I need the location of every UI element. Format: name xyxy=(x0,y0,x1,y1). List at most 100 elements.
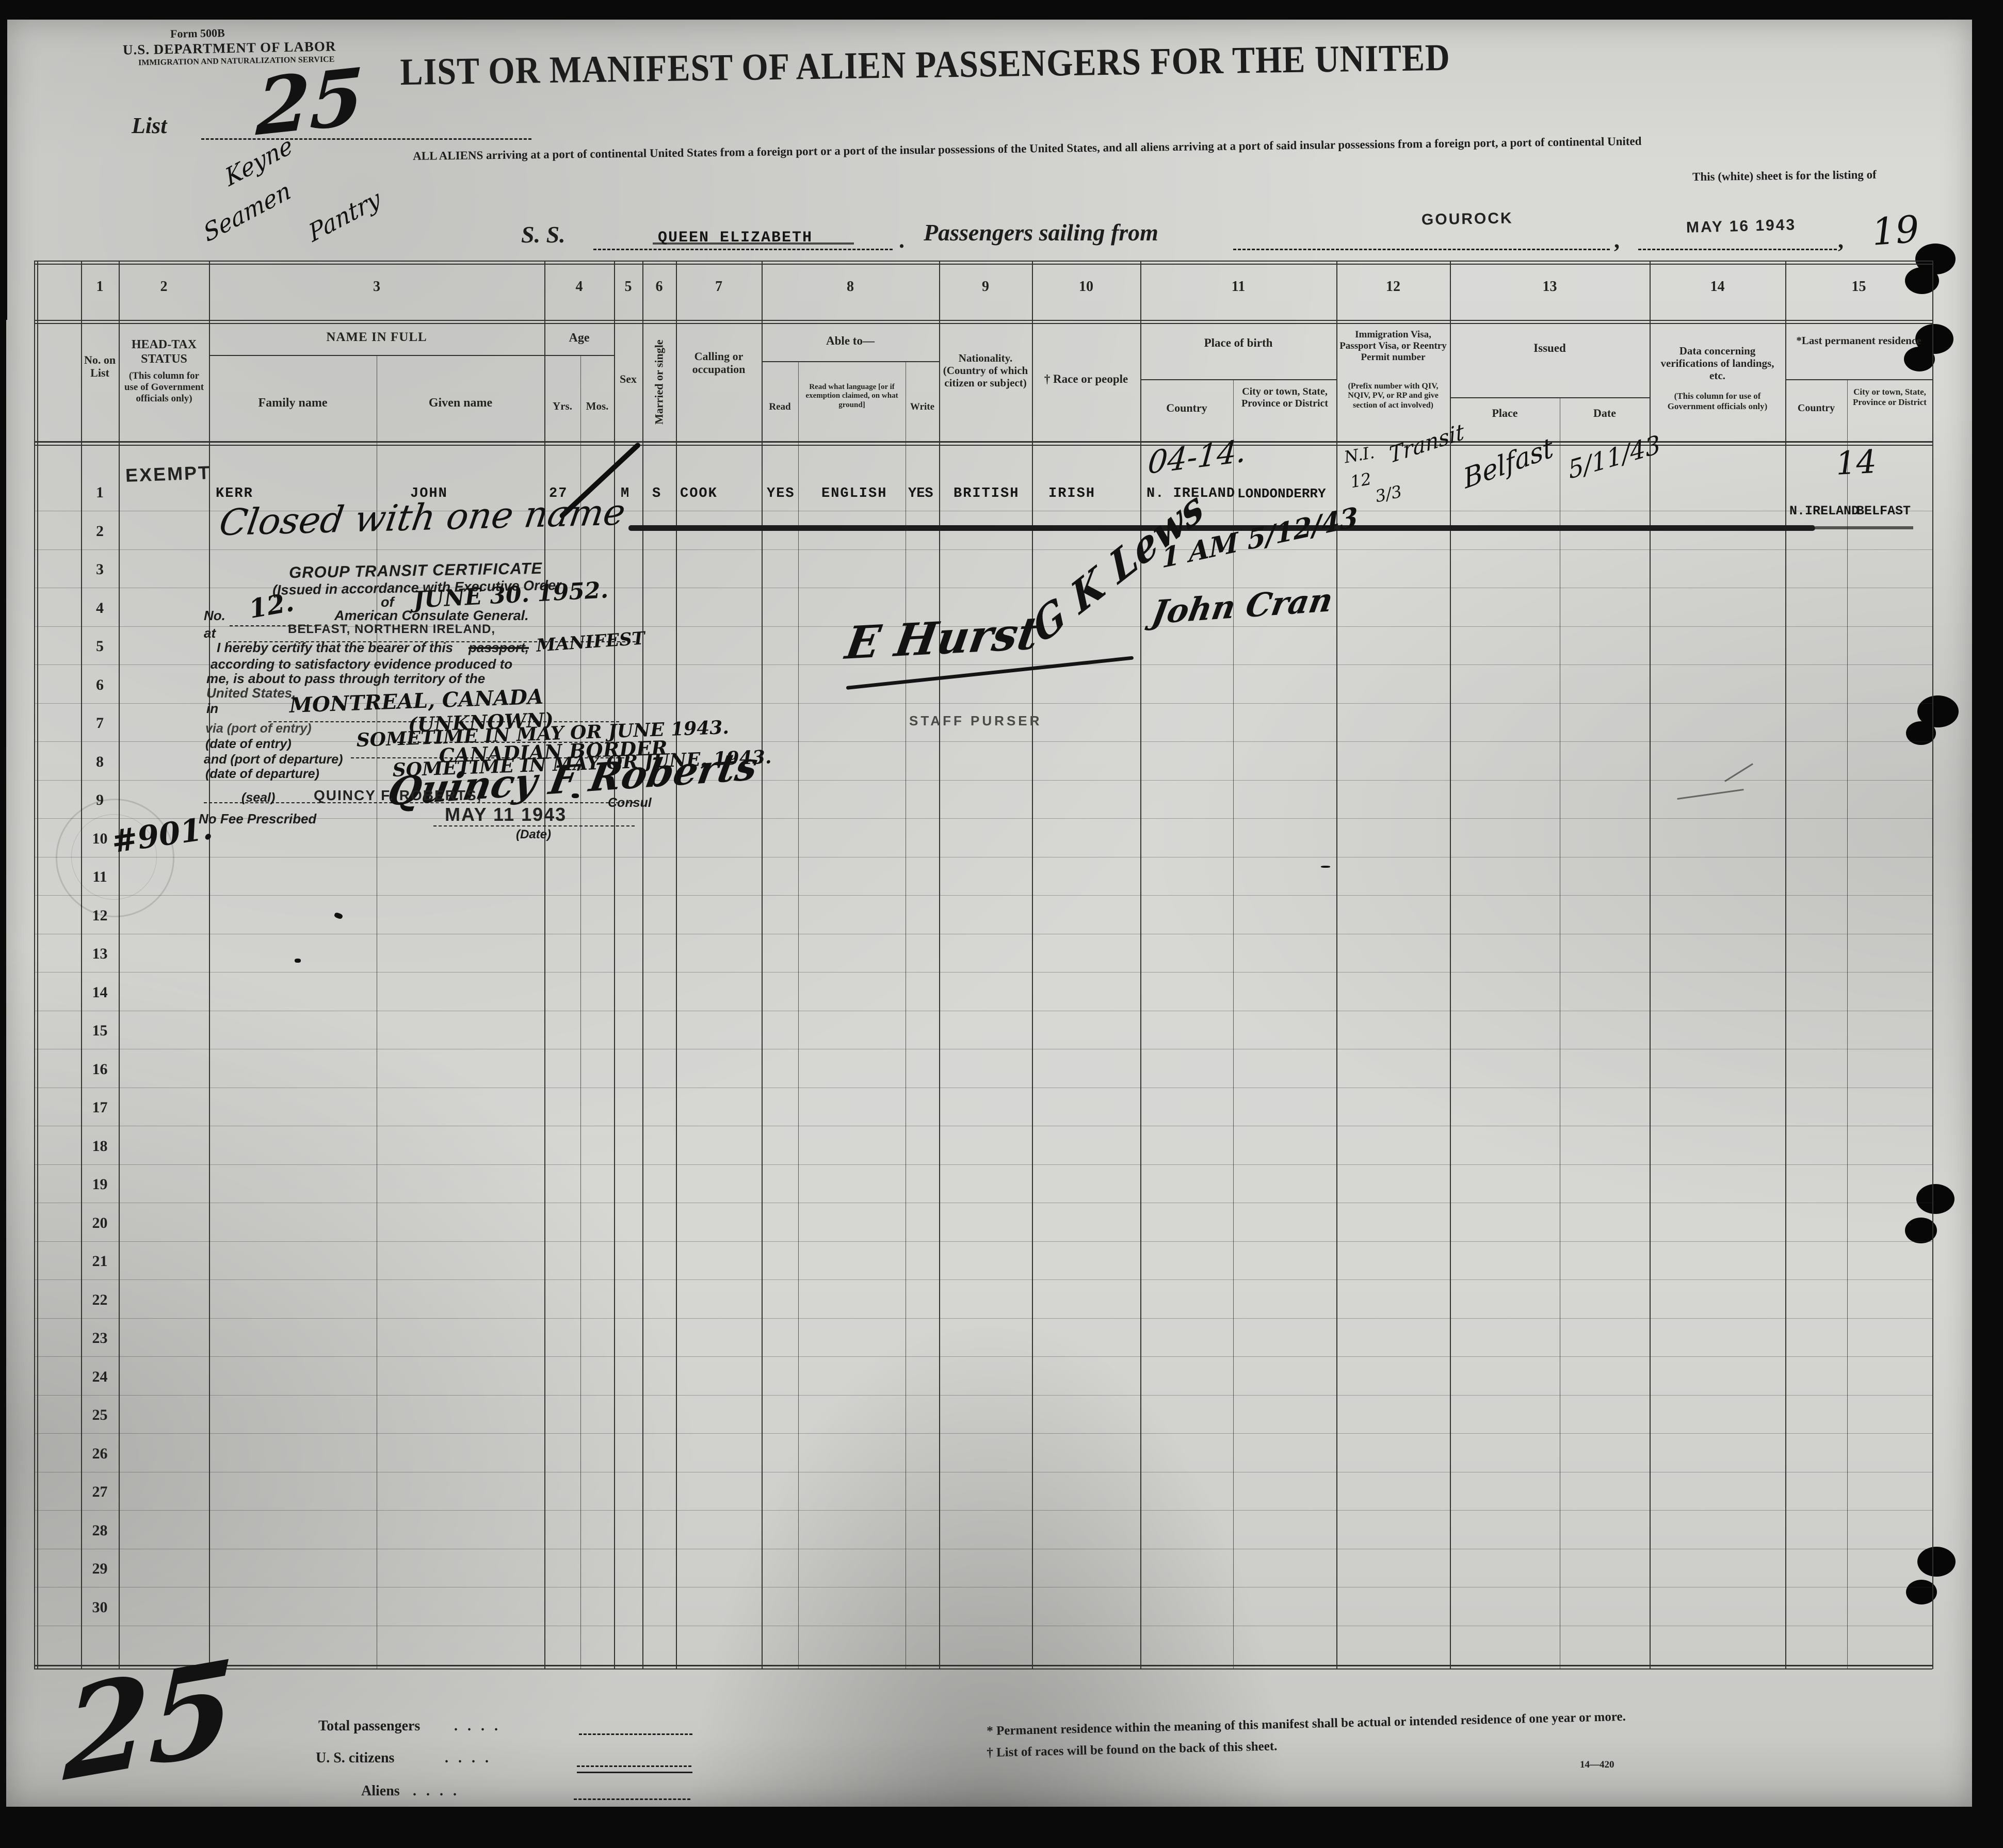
aliens-line xyxy=(574,1798,690,1800)
row1-head-tax-stamp: EXEMPT xyxy=(125,462,212,486)
certificate-no-line xyxy=(230,625,317,626)
table-rule xyxy=(34,261,1932,262)
row-number: 14 xyxy=(92,984,108,1001)
col-header-calling: Calling or occupation xyxy=(692,350,746,376)
col-number-1: 1 xyxy=(96,279,104,295)
faint-seal-inner xyxy=(71,814,157,900)
certificate-no-label: No. xyxy=(204,608,225,623)
row-number: 1 xyxy=(96,484,104,501)
row-separator xyxy=(34,703,1932,704)
table-rule xyxy=(614,261,615,1669)
certificate-via-line xyxy=(397,742,619,743)
row-number: 28 xyxy=(92,1522,108,1539)
row-number: 17 xyxy=(92,1099,108,1116)
row-number: 5 xyxy=(96,638,104,655)
col-header-last-residence: *Last permanent residence xyxy=(1796,334,1921,347)
punch-hole xyxy=(1906,1580,1937,1604)
total-passengers-leader: . . . . xyxy=(454,1718,501,1734)
punch-hole xyxy=(1904,347,1935,371)
row1-residence-city: BELFAST xyxy=(1856,504,1911,518)
scan-border-right xyxy=(1972,0,2003,1848)
col-header-birth-city: City or town, State, Province or Distric… xyxy=(1241,386,1329,409)
col-number-9: 9 xyxy=(982,279,989,295)
row-separator xyxy=(34,1279,1932,1280)
col-number-6: 6 xyxy=(655,279,663,295)
col-number-14: 14 xyxy=(1710,279,1725,295)
col-number-11: 11 xyxy=(1231,279,1246,295)
table-rule xyxy=(676,261,677,1669)
col-header-issued-date: Date xyxy=(1593,407,1616,419)
certificate-in-label: in xyxy=(206,701,219,716)
col-number-4: 4 xyxy=(575,279,583,295)
table-rule xyxy=(580,355,581,1669)
table-rule xyxy=(1650,261,1651,1669)
faint-seal xyxy=(56,799,174,917)
col-header-place-of-birth: Place of birth xyxy=(1204,336,1273,349)
row-number: 19 xyxy=(92,1176,108,1193)
certificate-dep-date-label: (date of departure) xyxy=(205,767,319,781)
table-rule xyxy=(1932,261,1933,1669)
row-number: 2 xyxy=(96,523,104,540)
table-rule xyxy=(34,264,1932,265)
row-number: 22 xyxy=(92,1291,108,1308)
col-header-married-single: Married or single xyxy=(652,339,666,425)
row1-given-name: JOHN xyxy=(410,486,448,501)
table-rule xyxy=(1450,397,1650,398)
form-number: Form 500B xyxy=(170,26,225,40)
sailing-from-label: Passengers sailing from xyxy=(924,219,1158,246)
row-number: 30 xyxy=(92,1599,108,1616)
total-passengers-line xyxy=(579,1733,692,1735)
col-header-write: Write xyxy=(910,401,935,412)
row-number: 20 xyxy=(92,1214,108,1231)
row-number: 18 xyxy=(92,1138,108,1155)
row1-visa-note-2: 12 xyxy=(1349,468,1373,492)
table-rule xyxy=(209,261,210,1669)
table-rule xyxy=(1785,261,1786,1669)
scan-border-bottom xyxy=(0,1807,2003,1848)
ink-speck xyxy=(1321,866,1330,868)
row-separator xyxy=(34,1356,1932,1357)
row1-read: YES xyxy=(767,486,795,501)
certificate-line8: me, is about to pass through territory o… xyxy=(206,671,486,686)
punch-hole xyxy=(1905,267,1939,294)
row1-residence-annotation: 14 xyxy=(1835,442,1878,482)
row-number: 7 xyxy=(96,715,104,732)
col-header-read: Read xyxy=(769,401,791,412)
certificate-line3-prefix: of xyxy=(381,594,394,610)
row1-race: IRISH xyxy=(1048,486,1096,501)
row1-family-name: KERR xyxy=(216,486,253,501)
certificate-entry-date-label: (date of entry) xyxy=(205,737,292,751)
col-number-8: 8 xyxy=(847,279,854,295)
row1-language: ENGLISH xyxy=(821,486,887,501)
col-header-nationality: Nationality. (Country of which citizen o… xyxy=(943,352,1028,390)
table-rule xyxy=(209,355,544,356)
row1-age-yrs: 27 xyxy=(549,486,568,501)
col-header-family-name: Family name xyxy=(258,396,328,410)
bottom-list-number: 25 xyxy=(61,1631,237,1810)
punch-hole xyxy=(1905,1218,1937,1243)
col-header-name-in-full: NAME IN FULL xyxy=(326,330,427,344)
voyage-comma1: , xyxy=(1614,228,1620,253)
table-rule xyxy=(34,1665,1932,1666)
col-header-visa-number: Immigration Visa, Passport Visa, or Reen… xyxy=(1339,329,1447,363)
closeout-line xyxy=(628,525,1815,531)
us-citizens-line xyxy=(577,1765,691,1767)
row-separator xyxy=(34,626,1932,627)
col-number-7: 7 xyxy=(715,279,722,295)
certificate-at-line xyxy=(228,641,636,642)
col-header-age: Age xyxy=(569,331,590,345)
row-number: 21 xyxy=(92,1253,108,1270)
certificate-at-stamp: BELFAST, NORTHERN IRELAND, xyxy=(288,622,496,636)
list-label: List xyxy=(132,113,167,138)
us-citizens-leader: . . . . xyxy=(445,1750,492,1766)
consul-name-stamp: QUINCY F. ROBERTS, xyxy=(314,787,482,803)
title-subtitle-2: This (white) sheet is for the listing of xyxy=(1692,168,1877,184)
row-separator xyxy=(34,741,1932,742)
date-line xyxy=(1638,249,1837,250)
year-handwritten: 19 xyxy=(1870,207,1921,254)
certificate-signature-line xyxy=(204,802,635,803)
closeout-line-tail xyxy=(1815,526,1913,529)
table-rule xyxy=(34,320,1932,321)
table-rule xyxy=(939,261,940,1669)
